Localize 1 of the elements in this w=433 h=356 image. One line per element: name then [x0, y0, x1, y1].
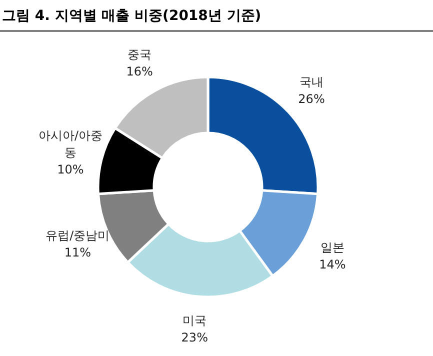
chart-title: 그림 4. 지역별 매출 비중(2018년 기준)	[2, 8, 262, 24]
